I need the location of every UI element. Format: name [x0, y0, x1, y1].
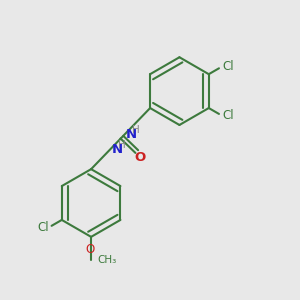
Text: Cl: Cl: [223, 60, 234, 73]
Text: O: O: [134, 151, 146, 164]
Text: H: H: [118, 140, 126, 150]
Text: H: H: [132, 125, 140, 135]
Text: N: N: [112, 143, 123, 156]
Text: N: N: [126, 128, 137, 141]
Text: O: O: [85, 243, 94, 256]
Text: CH₃: CH₃: [98, 255, 117, 266]
Text: Cl: Cl: [37, 221, 49, 234]
Text: Cl: Cl: [223, 109, 234, 122]
